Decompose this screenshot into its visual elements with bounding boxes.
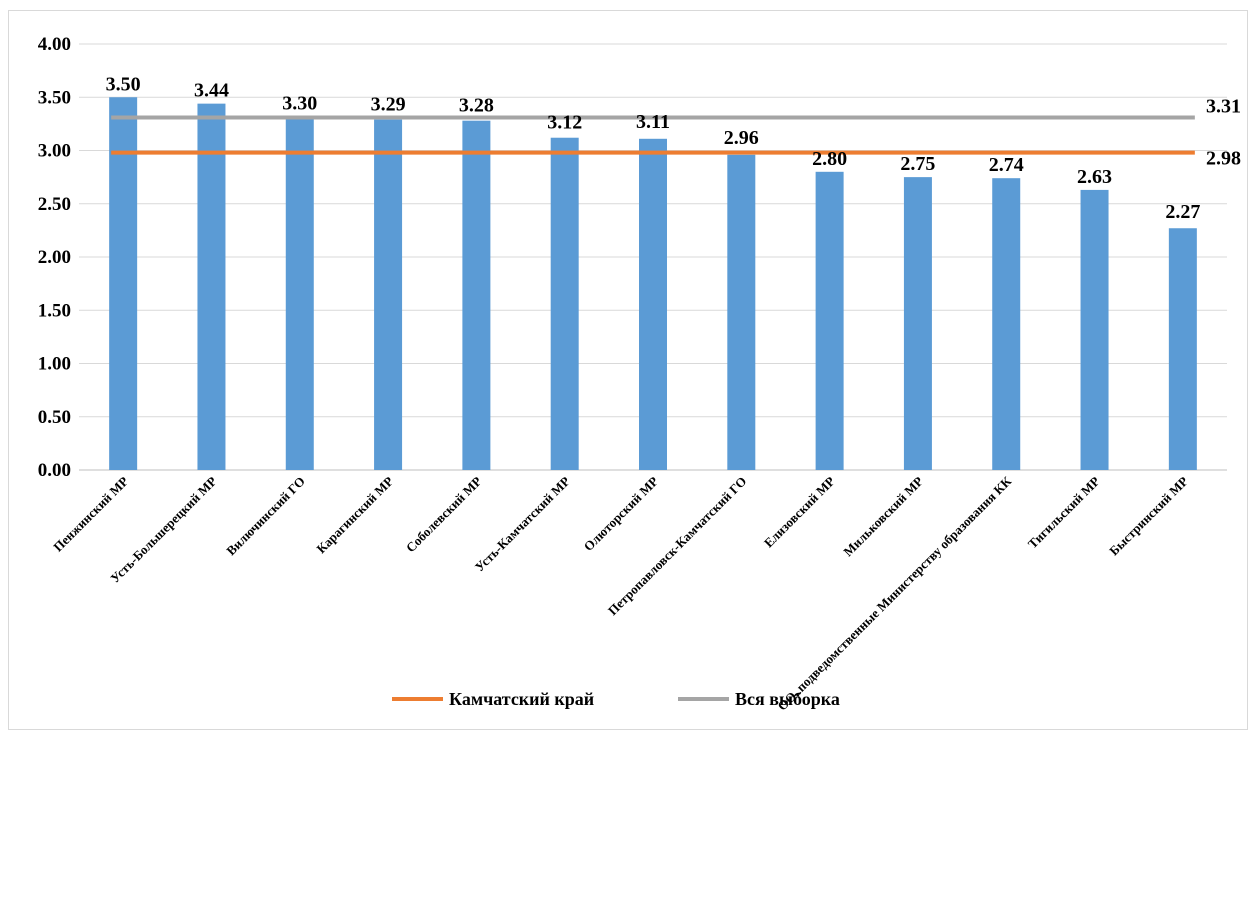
x-tick-label: Карагинский МР xyxy=(313,473,396,556)
data-label: 3.44 xyxy=(194,80,229,102)
bar xyxy=(727,154,756,470)
bar xyxy=(550,137,579,470)
bar xyxy=(639,138,667,470)
data-label: 3.12 xyxy=(547,112,582,134)
x-tick-label: Вилючинский ГО xyxy=(223,474,308,559)
y-tick-label: 2.00 xyxy=(38,247,71,268)
chart-frame: 0.00 0.50 1.00 1.50 2.00 2.50 3.00 3.50 4.00 2.9… xyxy=(8,10,1248,730)
bar xyxy=(1080,189,1109,470)
data-label: 2.96 xyxy=(724,127,759,149)
data-label: 2.75 xyxy=(900,153,935,175)
y-tick-label: 0.00 xyxy=(38,460,71,481)
data-label: 3.30 xyxy=(282,93,317,115)
y-tick-label: 2.50 xyxy=(38,194,71,215)
bar xyxy=(374,119,403,471)
legend-label: Камчатский край xyxy=(449,689,594,709)
reference-line-label: 3.31 xyxy=(1206,95,1241,117)
data-label: 3.29 xyxy=(371,94,406,116)
bar xyxy=(285,118,314,471)
data-label: 2.27 xyxy=(1165,201,1200,223)
x-tick-label: Мильковский МР xyxy=(840,473,926,559)
data-label: 3.50 xyxy=(106,73,141,95)
data-label: 3.28 xyxy=(459,95,494,117)
x-tick-label: Соболевский МР xyxy=(403,473,485,555)
bar xyxy=(992,178,1021,470)
x-tick-label: Олюторский МР xyxy=(581,473,662,554)
bar xyxy=(109,97,138,470)
x-tick-label: Усть-Камчатский МР xyxy=(472,473,573,574)
legend: Камчатский край Вся выборка xyxy=(392,689,840,709)
bar-chart: 0.00 0.50 1.00 1.50 2.00 2.50 3.00 3.50 4.00 2.9… xyxy=(38,34,1241,714)
y-tick-label: 1.50 xyxy=(38,300,71,321)
bar xyxy=(1168,228,1197,470)
bar xyxy=(815,171,844,471)
data-labels: 3.50 3.44 3.30 3.29 3.28 3.12 3.11 2.96 2.80 2.75… xyxy=(106,73,1201,223)
x-tick-label: Елизовский МР xyxy=(761,473,838,550)
y-tick-label: 3.50 xyxy=(38,87,71,108)
x-tick-label: Быстринский МР xyxy=(1106,473,1191,558)
legend-label: Вся выборка xyxy=(735,689,840,709)
reference-lines: 2.98 3.31 xyxy=(111,95,1241,170)
data-label: 2.74 xyxy=(989,154,1024,176)
reference-line-label: 2.98 xyxy=(1206,148,1241,170)
data-label: 2.80 xyxy=(812,148,847,170)
y-axis: 0.00 0.50 1.00 1.50 2.00 2.50 3.00 3.50 4.00 xyxy=(38,34,71,481)
x-tick-label: Пенжинский МР xyxy=(50,473,131,554)
data-label: 3.11 xyxy=(636,111,670,133)
y-tick-label: 1.00 xyxy=(38,354,71,375)
x-tick-label: Петропавловск-Камчатский ГО xyxy=(605,474,750,619)
bar xyxy=(903,177,932,470)
data-label: 2.63 xyxy=(1077,166,1112,188)
x-tick-label: Тигильский МР xyxy=(1025,473,1103,551)
y-tick-label: 3.00 xyxy=(38,141,71,162)
y-tick-label: 0.50 xyxy=(38,407,71,428)
bars xyxy=(109,97,1197,471)
bar xyxy=(462,120,491,471)
y-tick-label: 4.00 xyxy=(38,34,71,55)
bar xyxy=(197,103,226,470)
